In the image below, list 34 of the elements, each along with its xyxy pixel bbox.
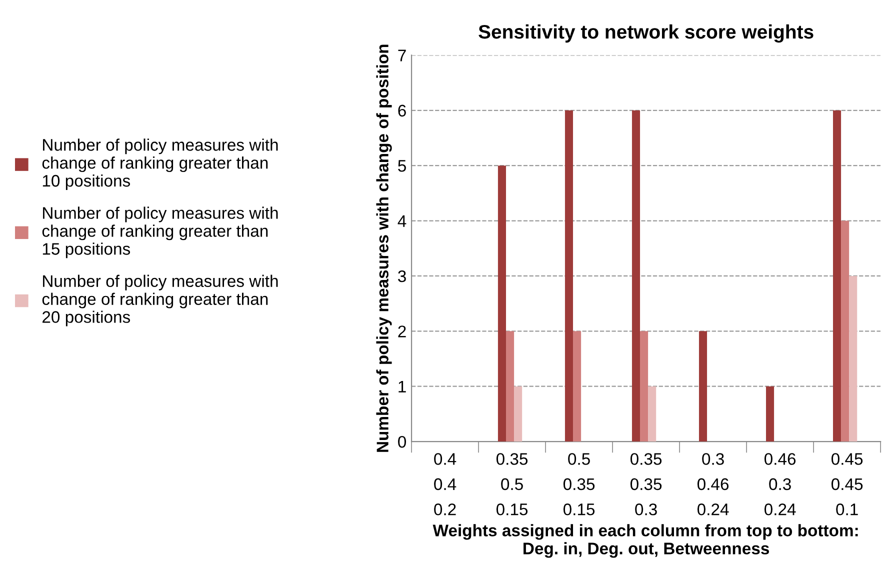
y-tick-label: 7: [398, 50, 406, 62]
bar: [640, 331, 648, 442]
x-tick-label: 0.35 0.35 0.3: [630, 453, 662, 516]
legend-label: Number of policy measures with change of ranking greater than 15 positions: [42, 206, 278, 258]
y-tick-label: 6: [398, 104, 406, 117]
bar: [506, 331, 514, 442]
chart-title: Sensitivity to network score weights: [478, 24, 814, 43]
x-tick-label: 0.46 0.3 0.24: [764, 453, 796, 516]
bar: [648, 386, 656, 442]
bar: [849, 276, 858, 442]
bar: [564, 110, 574, 442]
x-axis-title: Weights assigned in each column from top to bottom: Deg. in, Deg. out, Betweenness: [432, 524, 858, 558]
x-tick-label: 0.5 0.35 0.15: [563, 453, 595, 516]
bar: [841, 220, 850, 442]
x-tick-label: 0.4 0.4 0.2: [434, 453, 456, 516]
bar: [514, 386, 522, 442]
x-tick-label: 0.45 0.45 0.1: [832, 453, 863, 516]
x-tick-label: 0.3 0.46 0.24: [697, 453, 729, 516]
bar: [833, 110, 842, 442]
y-tick-label: 3: [398, 270, 406, 282]
bar: [698, 331, 708, 442]
y-tick-label: 2: [398, 326, 406, 338]
bar: [766, 386, 774, 442]
y-tick-label: 0: [398, 436, 406, 448]
y-tick-label: 4: [398, 215, 406, 227]
y-tick-label: 5: [398, 160, 406, 172]
y-tick-label: 1: [398, 380, 406, 392]
bar: [498, 166, 506, 442]
bar: [632, 110, 640, 442]
legend-label: Number of policy measures with change of ranking greater than 20 positions: [42, 274, 278, 326]
y-axis-title: Number of policy measures with change of position: [376, 44, 392, 452]
x-tick-label: 0.35 0.5 0.15: [496, 453, 528, 516]
bar: [573, 331, 582, 442]
legend-label: Number of policy measures with change of ranking greater than 10 positions: [42, 138, 278, 190]
